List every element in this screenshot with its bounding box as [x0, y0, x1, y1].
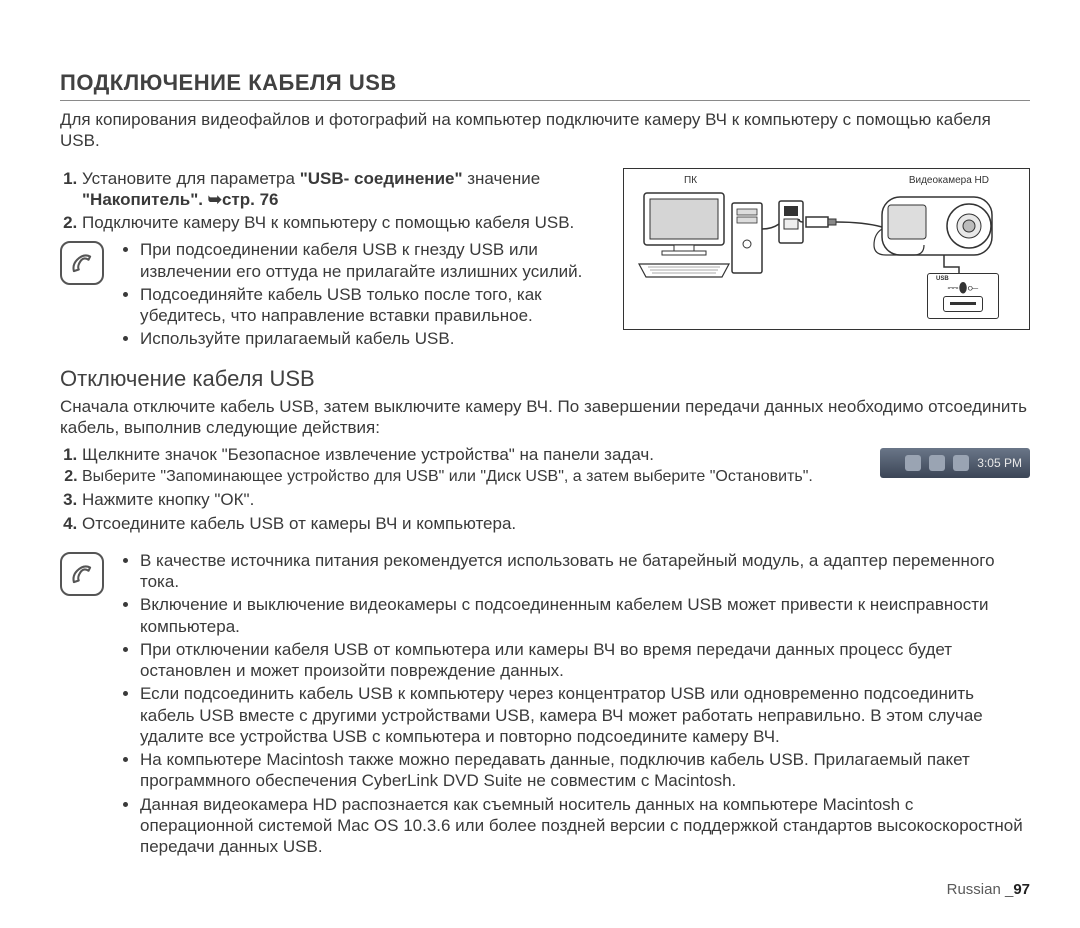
- top-left-column: Установите для параметра "USB- соединени…: [60, 168, 605, 352]
- connect-steps: Установите для параметра "USB- соединени…: [60, 168, 605, 234]
- note2-item: Включение и выключение видеокамеры с под…: [140, 594, 1030, 637]
- tray-icon: [905, 455, 921, 471]
- page-footer: Russian _97: [60, 881, 1030, 898]
- footer-language: Russian _: [947, 881, 1014, 898]
- note2-item: Данная видеокамера HD распознается как с…: [140, 794, 1030, 858]
- tray-icon: [929, 455, 945, 471]
- step-1: Установите для параметра "USB- соединени…: [82, 168, 605, 211]
- note-block-2: В качестве источника питания рекомендует…: [60, 550, 1030, 860]
- top-section: Установите для параметра "USB- соединени…: [60, 168, 1030, 352]
- note2-item: Если подсоединить кабель USB к компьютер…: [140, 683, 1030, 747]
- usb-icon: ⎓⬮⟜: [947, 280, 978, 294]
- note-icon: [60, 241, 104, 285]
- diagram-usb-port: USB ⎓⬮⟜: [927, 273, 999, 319]
- intro-text: Для копирования видеофайлов и фотографий…: [60, 109, 1030, 152]
- step1-text-c: значение: [463, 169, 541, 188]
- note2-item: На компьютере Macintosh также можно пере…: [140, 749, 1030, 792]
- note1-list: При подсоединении кабеля USB к гнезду US…: [118, 239, 605, 351]
- usb-slot-icon: [943, 296, 983, 312]
- taskbar-clock: 3:05 PM: [977, 456, 1022, 470]
- d-step-3: Нажмите кнопку "ОК".: [82, 489, 1030, 510]
- note2-item: В качестве источника питания рекомендует…: [140, 550, 1030, 593]
- step1-text-d: "Накопитель".: [82, 190, 208, 209]
- page-title: ПОДКЛЮЧЕНИЕ КАБЕЛЯ USB: [60, 70, 1030, 101]
- tray-icon: [953, 455, 969, 471]
- diagram-usb-label: USB: [936, 276, 949, 282]
- manual-page: ПОДКЛЮЧЕНИЕ КАБЕЛЯ USB Для копирования в…: [0, 0, 1080, 928]
- note1-item: Подсоединяйте кабель USB только после то…: [140, 284, 605, 327]
- footer-page-number: 97: [1013, 881, 1030, 898]
- note2-item: При отключении кабеля USB от компьютера …: [140, 639, 1030, 682]
- d-step-4: Отсоедините кабель USB от камеры ВЧ и ко…: [82, 513, 1030, 534]
- step-2: Подключите камеру ВЧ к компьютеру с помо…: [82, 212, 605, 233]
- note-icon: [60, 552, 104, 596]
- note2-list: В качестве источника питания рекомендует…: [118, 550, 1030, 860]
- taskbar-screenshot: 3:05 PM: [880, 448, 1030, 478]
- connection-diagram: ПК Видеокамера HD: [623, 168, 1030, 330]
- step1-page-ref: ➥стр. 76: [208, 190, 279, 209]
- step1-text-b: "USB- соединение": [300, 169, 463, 188]
- note-block-1: При подсоединении кабеля USB к гнезду US…: [60, 239, 605, 351]
- note1-item: При подсоединении кабеля USB к гнезду US…: [140, 239, 605, 282]
- section-subtitle: Отключение кабеля USB: [60, 366, 1030, 392]
- sub-intro: Сначала отключите кабель USB, затем выкл…: [60, 396, 1030, 439]
- note1-item: Используйте прилагаемый кабель USB.: [140, 328, 605, 349]
- step1-text-a: Установите для параметра: [82, 169, 300, 188]
